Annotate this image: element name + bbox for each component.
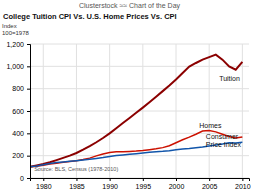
tick-mark <box>110 178 111 181</box>
tick: 1995 <box>136 178 152 190</box>
tick-label: 2010 <box>235 183 251 190</box>
tick-mark <box>27 133 30 134</box>
plot-area <box>30 55 242 167</box>
title: College Tuition CPI Vs. U.S. Home Prices… <box>3 12 177 21</box>
source: Source: BLS, Census (1978-2010) <box>34 166 118 172</box>
y-axis: 0 200 400 600 800 1,000 1,200 <box>6 41 30 182</box>
chart: 1980 1985 1990 1995 2000 2005 2010 0 200 400 600 80… <box>0 0 259 194</box>
tick-label: 1985 <box>69 183 85 190</box>
tick-label: 1,000 <box>6 63 24 70</box>
tick-label: 1990 <box>102 183 118 190</box>
tick: 1,200 <box>6 41 30 48</box>
series-line <box>30 55 242 167</box>
tick-mark <box>176 178 177 181</box>
tick-mark <box>27 66 30 67</box>
tick: 200 <box>12 152 30 159</box>
tick: 800 <box>12 85 30 92</box>
tick-label: 200 <box>12 152 24 159</box>
tick: 600 <box>12 108 30 115</box>
annotation: ConsumerPrice Index <box>206 133 242 148</box>
tick: 2000 <box>169 178 185 190</box>
x-axis: 1980 1985 1990 1995 2000 2005 2010 <box>31 178 251 190</box>
grid <box>30 44 249 178</box>
axis-line <box>31 179 250 182</box>
tick-mark <box>242 178 243 181</box>
tick-label: 2000 <box>169 183 185 190</box>
tick: 1990 <box>102 178 118 190</box>
grid-line <box>30 66 249 67</box>
tick: 400 <box>12 130 30 137</box>
grid-line <box>30 44 249 45</box>
tick: 2010 <box>235 178 251 190</box>
annotation: Homes <box>199 122 222 129</box>
tick-mark <box>27 89 30 90</box>
tick-mark <box>76 178 77 181</box>
tick-label: 1980 <box>36 183 52 190</box>
tick: 0 <box>20 175 30 182</box>
tick: 1985 <box>69 178 85 190</box>
tick-mark <box>27 178 30 179</box>
tick: 1980 <box>36 178 52 190</box>
series-line <box>30 131 242 167</box>
tick-label: 800 <box>12 85 24 92</box>
tick-mark <box>143 178 144 181</box>
tick-label: 1995 <box>136 183 152 190</box>
tick-mark <box>209 178 210 181</box>
tick-mark <box>27 44 30 45</box>
tick-label: 600 <box>12 108 24 115</box>
grid-line <box>30 155 249 156</box>
tick-label: 400 <box>12 130 24 137</box>
annotation: Tuition <box>219 75 240 82</box>
tick-mark <box>27 156 30 157</box>
tick-label: 1,200 <box>6 41 24 48</box>
tick-mark <box>27 111 30 112</box>
axis-line <box>27 45 31 179</box>
tick: 1,000 <box>6 63 30 70</box>
annotations: Tuition Homes ConsumerPrice Index <box>199 75 241 148</box>
grid-line <box>30 88 249 89</box>
y-axis-label: Index100=1978 <box>2 23 30 36</box>
tick-mark <box>43 178 44 181</box>
tick: 2005 <box>202 178 218 190</box>
tick-label: 0 <box>20 175 24 182</box>
tick-label: 2005 <box>202 183 218 190</box>
subtitle: Clusterstock ≈≈ Chart of the Day <box>79 2 181 10</box>
